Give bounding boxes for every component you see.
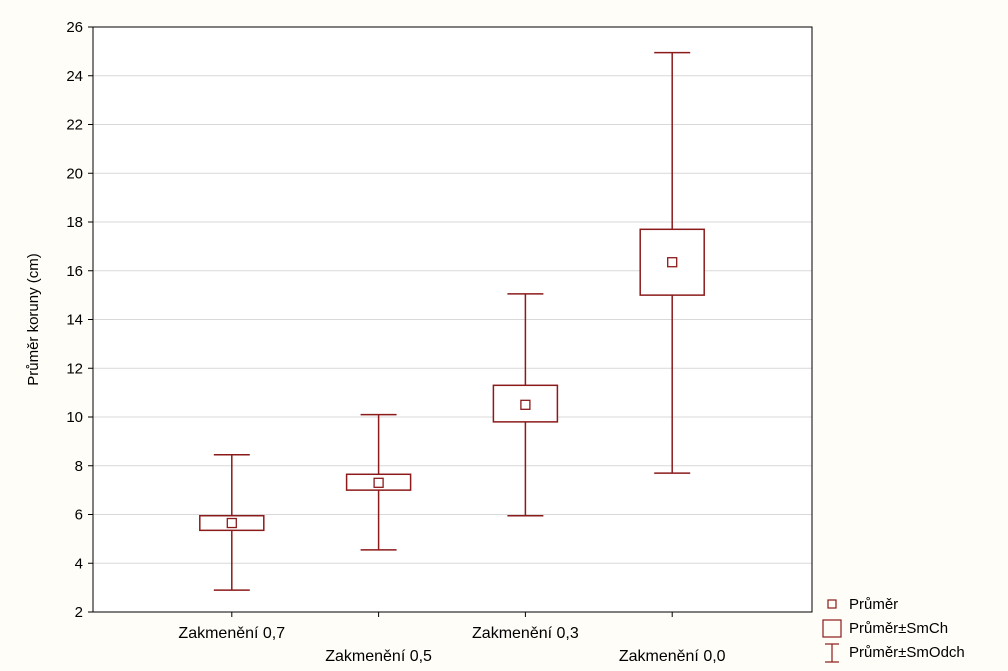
grid-lines	[93, 75, 812, 564]
legend-se-icon	[822, 619, 842, 638]
legend-item-sd: Průměr±SmOdch	[825, 643, 965, 663]
x-tick-label: Zakmenění 0,3	[472, 625, 579, 642]
x-tick-label: Zakmenění 0,0	[619, 648, 726, 665]
mean-marker	[667, 257, 678, 268]
y-tick-label: 16	[66, 263, 83, 280]
y-axis-label: Průměr koruny (cm)	[25, 253, 42, 386]
legend-label: Průměr±SmOdch	[849, 644, 965, 661]
y-tick-label: 10	[66, 409, 83, 426]
chart-marks	[199, 51, 705, 591]
y-tick-label: 4	[75, 555, 83, 572]
x-tick-label: Zakmenění 0,7	[178, 625, 285, 642]
x-tick-label: Zakmenění 0,5	[325, 648, 432, 665]
mean-marker	[520, 399, 531, 410]
legend-label: Průměr	[849, 596, 898, 613]
legend-label: Průměr±SmCh	[849, 620, 948, 637]
box-group	[492, 293, 559, 517]
legend-mean-icon	[827, 599, 837, 609]
legend-item-se: Průměr±SmCh	[822, 619, 948, 638]
y-tick-label: 6	[75, 507, 83, 524]
y-tick-label: 26	[66, 19, 83, 36]
y-tick-label: 20	[66, 165, 83, 182]
y-tick-label: 22	[66, 117, 83, 134]
box-group	[639, 51, 705, 474]
mean-marker	[226, 517, 237, 529]
box-group	[345, 413, 412, 551]
y-tick-label: 14	[66, 312, 83, 329]
legend-item-mean: Průměr	[827, 596, 898, 613]
y-tick-label: 12	[66, 360, 83, 377]
y-tick-label: 8	[75, 458, 83, 475]
y-tick-label: 24	[66, 68, 83, 85]
box-group	[199, 454, 265, 591]
legend: Průměr Průměr±SmCh Průměr±SmOdch	[822, 596, 965, 663]
mean-marker	[373, 477, 384, 488]
y-tick-label: 2	[75, 604, 83, 621]
x-axis-ticks: Zakmenění 0,7 Zakmenění 0,5 Zakmenění 0,3 Z…	[178, 612, 726, 665]
y-tick-label: 18	[66, 214, 83, 231]
